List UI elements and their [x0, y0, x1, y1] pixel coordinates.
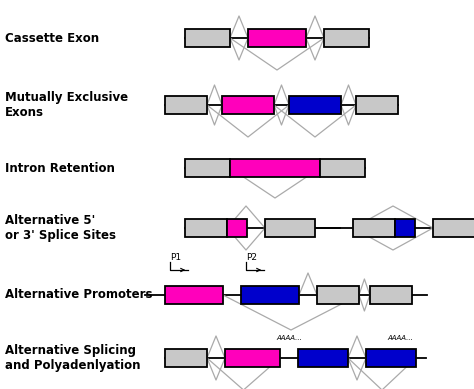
Text: Intron Retention: Intron Retention [5, 161, 115, 175]
Bar [230, 159, 320, 177]
Bar [298, 349, 348, 367]
Bar [185, 219, 227, 237]
Bar [353, 219, 395, 237]
Text: AAAA...: AAAA... [276, 335, 302, 341]
Bar [165, 349, 207, 367]
Bar [185, 159, 230, 177]
Text: Alternative Splicing
and Polyadenlyation: Alternative Splicing and Polyadenlyation [5, 344, 140, 372]
Text: Alternative Promoters: Alternative Promoters [5, 289, 153, 301]
Text: P1: P1 [170, 254, 181, 263]
Text: Mutually Exclusive
Exons: Mutually Exclusive Exons [5, 91, 128, 119]
Bar [165, 96, 207, 114]
Bar [165, 286, 223, 304]
Bar [289, 96, 341, 114]
Bar [320, 159, 365, 177]
Bar [265, 219, 315, 237]
Bar [227, 219, 247, 237]
Bar [248, 29, 306, 47]
Bar [395, 219, 415, 237]
Bar [225, 349, 280, 367]
Bar [185, 29, 230, 47]
Bar [317, 286, 359, 304]
Bar [370, 286, 412, 304]
Bar [222, 96, 274, 114]
Bar [356, 96, 398, 114]
Bar [433, 219, 474, 237]
Bar [241, 286, 299, 304]
Bar [366, 349, 416, 367]
Bar [324, 29, 369, 47]
Text: P2: P2 [246, 254, 257, 263]
Text: AAAA...: AAAA... [387, 335, 413, 341]
Text: Alternative 5'
or 3' Splice Sites: Alternative 5' or 3' Splice Sites [5, 214, 116, 242]
Text: Cassette Exon: Cassette Exon [5, 32, 99, 44]
